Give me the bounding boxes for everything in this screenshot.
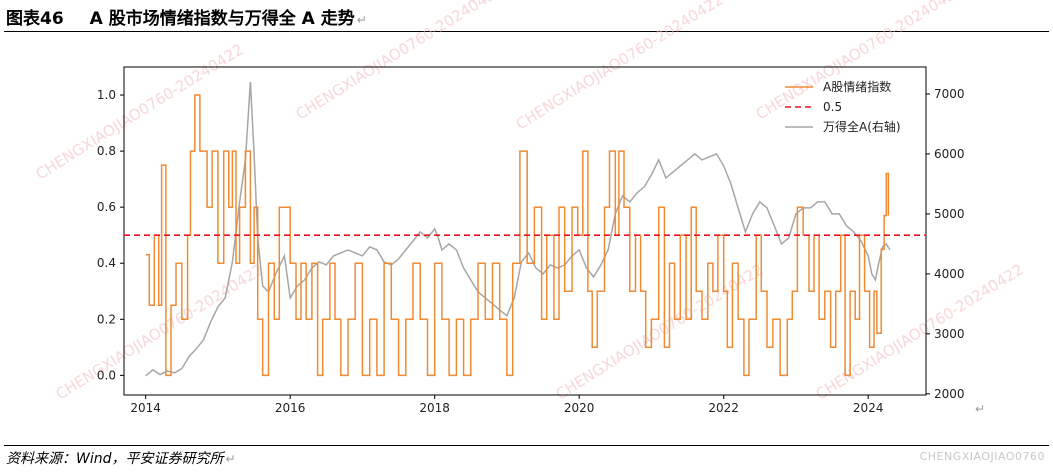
legend: A股情绪指数 0.5 万得全A(右轴)	[785, 79, 901, 134]
watermark-text: CHENGXIAOJIAO0760-20240422	[553, 260, 767, 403]
watermark-text: CHENGXIAOJIAO0760-20240422	[753, 0, 967, 123]
return-mark-source: ↵	[225, 452, 236, 466]
right-y-tick-label: 2000	[934, 387, 965, 401]
right-y-tick-label: 7000	[934, 87, 965, 101]
x-tick-label: 2016	[275, 401, 306, 415]
plot-frame	[123, 66, 927, 396]
left-y-tick-label: 0.6	[97, 200, 116, 214]
source-text: 资料来源：Wind，平安证券研究所	[6, 451, 224, 467]
legend-label: 0.5	[823, 100, 842, 114]
x-tick-label: 2018	[419, 401, 450, 415]
watermark-text: CHENGXIAOJIAO0760-20240422	[53, 260, 267, 403]
x-axis: 2014 2016 2018 2020 2022 2024	[130, 395, 883, 415]
watermark-text: CHENGXIAOJIAO0760-20240422	[293, 0, 507, 123]
return-mark-chart: ↵	[975, 402, 986, 416]
x-tick-label: 2014	[130, 401, 161, 415]
left-y-axis: 0.0 0.2 0.4 0.6 0.8 1.0	[97, 88, 124, 382]
left-y-tick-label: 0.2	[97, 312, 116, 326]
x-tick-label: 2024	[853, 401, 884, 415]
top-rule	[4, 31, 1049, 32]
bottom-rule	[4, 445, 1049, 446]
legend-label: 万得全A(右轴)	[823, 119, 901, 134]
series-line-0	[145, 94, 890, 377]
watermarks: CHENGXIAOJIAO0760-20240422 CHENGXIAOJIAO0…	[33, 0, 1027, 403]
x-tick-label: 2020	[564, 401, 595, 415]
figure-title: 图表46 A 股市场情绪指数与万得全 A 走势 ↵	[6, 4, 367, 29]
series-line-2	[145, 81, 891, 377]
figure-title-text: A 股市场情绪指数与万得全 A 走势	[89, 9, 355, 29]
corner-watermark: CHENGXIAOJIAO0760	[919, 450, 1045, 463]
left-y-tick-label: 1.0	[97, 88, 116, 102]
source-note: 资料来源：Wind，平安证券研究所 ↵	[6, 448, 236, 468]
right-y-tick-label: 4000	[934, 267, 965, 281]
series-layer	[124, 81, 926, 377]
left-y-tick-label: 0.4	[97, 256, 116, 270]
watermark-text: CHENGXIAOJIAO0760-20240422	[33, 40, 247, 183]
right-y-tick-label: 6000	[934, 147, 965, 161]
left-y-tick-label: 0.0	[97, 368, 116, 382]
figure-number: 图表46	[6, 9, 64, 29]
left-y-tick-label: 0.8	[97, 144, 116, 158]
legend-label: A股情绪指数	[823, 79, 891, 94]
right-y-tick-label: 3000	[934, 327, 965, 341]
right-y-tick-label: 5000	[934, 207, 965, 221]
x-tick-label: 2022	[708, 401, 739, 415]
return-mark-title: ↵	[356, 13, 367, 27]
right-y-axis: 2000 3000 4000 5000 6000 7000	[926, 87, 965, 401]
